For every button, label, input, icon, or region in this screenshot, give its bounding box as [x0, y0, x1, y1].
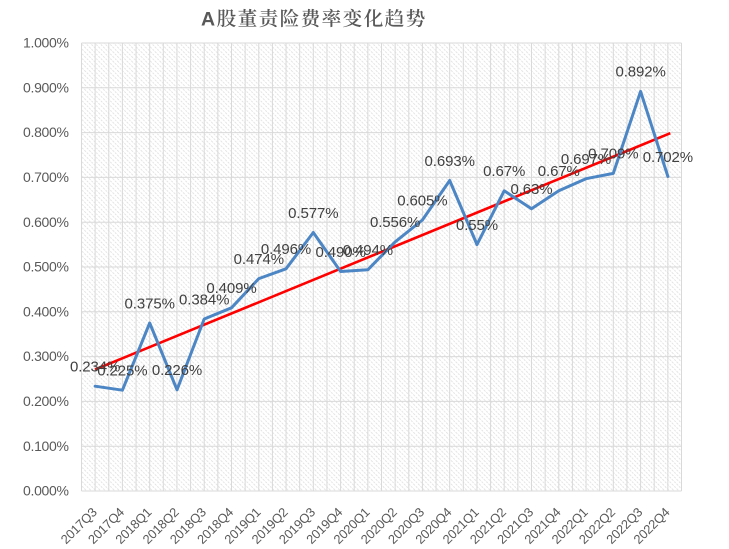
svg-text:0.900%: 0.900% — [23, 79, 69, 95]
svg-text:0.892%: 0.892% — [615, 64, 665, 81]
svg-text:0.000%: 0.000% — [23, 483, 69, 499]
svg-text:0.63%: 0.63% — [510, 181, 552, 198]
svg-text:0.67%: 0.67% — [483, 163, 525, 180]
svg-text:0.384%: 0.384% — [179, 291, 229, 308]
svg-text:0.400%: 0.400% — [23, 303, 69, 319]
svg-text:0.490%: 0.490% — [315, 244, 365, 261]
svg-text:0.600%: 0.600% — [23, 214, 69, 230]
svg-text:0.605%: 0.605% — [397, 192, 447, 209]
svg-text:0.709%: 0.709% — [588, 146, 638, 163]
svg-text:0.693%: 0.693% — [425, 153, 475, 170]
svg-text:A: A — [201, 9, 215, 31]
svg-text:0.234%: 0.234% — [70, 359, 120, 376]
svg-text:0.200%: 0.200% — [23, 393, 69, 409]
svg-text:0.556%: 0.556% — [370, 214, 420, 231]
svg-text:0.100%: 0.100% — [23, 438, 69, 454]
svg-text:0.225%: 0.225% — [97, 363, 147, 380]
svg-text:0.496%: 0.496% — [261, 241, 311, 258]
svg-text:0.375%: 0.375% — [125, 295, 175, 312]
svg-text:0.409%: 0.409% — [206, 280, 256, 297]
svg-text:0.800%: 0.800% — [23, 124, 69, 140]
svg-text:0.474%: 0.474% — [234, 251, 284, 268]
svg-text:0.300%: 0.300% — [23, 348, 69, 364]
svg-text:0.577%: 0.577% — [288, 205, 338, 222]
svg-text:0.697%: 0.697% — [561, 151, 611, 168]
svg-text:0.494%: 0.494% — [343, 242, 393, 259]
svg-text:0.700%: 0.700% — [23, 169, 69, 185]
svg-text:0.67%: 0.67% — [538, 163, 580, 180]
svg-text:0.226%: 0.226% — [152, 362, 202, 379]
svg-text:0.500%: 0.500% — [23, 259, 69, 275]
svg-text:1.000%: 1.000% — [23, 35, 69, 51]
svg-text:0.55%: 0.55% — [456, 217, 498, 234]
svg-text:0.702%: 0.702% — [643, 149, 693, 166]
